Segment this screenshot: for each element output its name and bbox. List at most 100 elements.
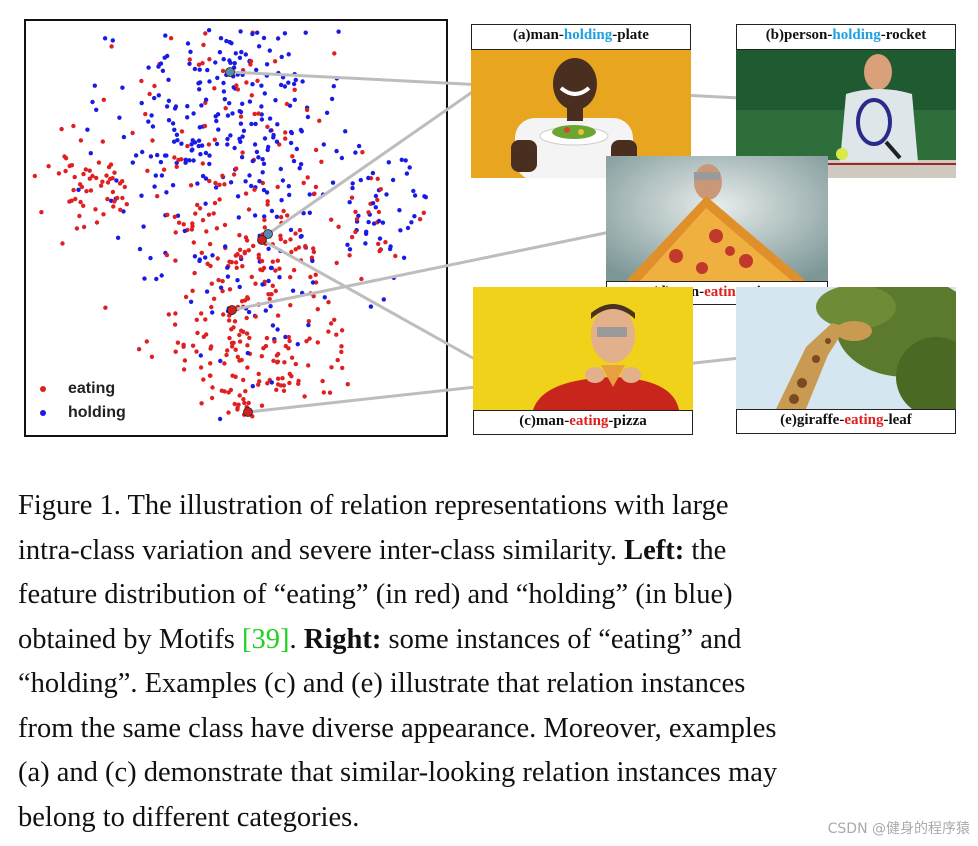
scatter-point	[207, 79, 212, 84]
scatter-point	[197, 125, 202, 130]
scatter-point	[240, 150, 245, 155]
scatter-point	[239, 357, 244, 363]
caption-line-6: from the same class have diverse appeara…	[18, 712, 777, 744]
scatter-point	[273, 268, 278, 273]
scatter-point	[204, 289, 210, 294]
scatter-point	[271, 132, 276, 138]
scatter-point	[336, 29, 341, 34]
scatter-point	[206, 212, 212, 217]
scatter-point	[155, 194, 160, 199]
caption-e-subject: giraffe	[796, 412, 840, 428]
scatter-point	[63, 156, 69, 161]
scatter-point	[251, 243, 256, 249]
scatter-point	[301, 180, 306, 186]
scatter-point	[235, 304, 241, 310]
scatter-point	[317, 118, 322, 124]
scatter-point	[327, 390, 333, 395]
scatter-point	[240, 134, 245, 139]
scatter-point	[200, 161, 205, 166]
caption-line-2: intra-class variation and severe inter-c…	[18, 529, 968, 574]
scatter-point	[201, 377, 206, 382]
scatter-point	[340, 365, 345, 371]
scatter-point	[225, 265, 230, 270]
scatter-point	[224, 72, 229, 78]
scatter-point	[246, 400, 251, 406]
scatter-point	[227, 335, 232, 341]
scatter-point	[201, 42, 206, 48]
scatter-point	[182, 228, 187, 234]
caption-a-prefix: (a)	[513, 27, 531, 43]
photo-e	[736, 287, 956, 409]
scatter-point	[32, 173, 37, 179]
scatter-point	[262, 91, 267, 96]
scatter-point	[292, 97, 297, 103]
scatter-point	[313, 272, 318, 277]
scatter-point	[164, 252, 170, 258]
scatter-point	[74, 226, 80, 231]
scatter-point	[196, 62, 202, 67]
scatter-point	[59, 126, 64, 132]
scatter-point	[172, 155, 177, 160]
scatter-point	[307, 210, 312, 215]
caption-after-citation: .	[289, 623, 304, 655]
scatter-point	[136, 347, 142, 352]
scatter-point	[209, 304, 214, 310]
scatter-point	[146, 65, 151, 70]
scatter-point	[262, 136, 268, 141]
scatter-point	[181, 222, 186, 227]
scatter-point	[280, 75, 286, 80]
scatter-point	[170, 121, 176, 126]
scatter-point	[288, 303, 293, 308]
scatter-point	[322, 295, 327, 300]
scatter-point	[232, 319, 238, 324]
scatter-point	[293, 231, 298, 236]
scatter-point	[227, 101, 232, 106]
scatter-point	[250, 82, 255, 87]
scatter-point	[275, 360, 280, 365]
scatter-point	[87, 168, 92, 173]
scatter-point	[350, 181, 355, 186]
scatter-point	[332, 317, 337, 322]
scatter-point	[262, 217, 267, 223]
scatter-point	[90, 173, 95, 179]
scatter-point	[329, 365, 334, 370]
citation-link[interactable]: [39]	[242, 623, 290, 655]
scatter-point	[387, 246, 393, 252]
scatter-point	[336, 224, 341, 229]
scatter-point	[185, 115, 190, 120]
scatter-point	[204, 229, 209, 234]
scatter-point	[181, 342, 186, 347]
man-eating-large-pizza-image	[606, 156, 828, 281]
scatter-point	[237, 393, 242, 398]
scatter-point	[81, 171, 86, 177]
scatter-point	[268, 304, 273, 309]
scatter-point	[421, 210, 426, 215]
photo-c	[473, 287, 693, 410]
scatter-point	[289, 374, 294, 379]
scatter-point	[207, 241, 213, 247]
scatter-point	[117, 115, 122, 120]
scatter-point	[175, 138, 180, 143]
scatter-point	[190, 343, 196, 348]
legend-eating-label: eating	[68, 380, 116, 397]
scatter-point	[215, 256, 220, 261]
scatter-point	[267, 116, 273, 121]
scatter-point	[254, 149, 260, 155]
scatter-point	[407, 165, 412, 170]
scatter-point	[232, 145, 237, 151]
scatter-point	[205, 67, 210, 73]
scatter-point	[140, 149, 145, 155]
scatter-point	[260, 268, 265, 273]
scatter-point	[270, 323, 276, 328]
scatter-point	[411, 188, 416, 194]
scatter-point	[306, 322, 311, 328]
scatter-point	[275, 327, 280, 332]
scatter-point	[94, 107, 99, 113]
scatter-point	[243, 191, 249, 196]
scatter-point	[412, 193, 418, 198]
scatter-point	[347, 200, 352, 205]
tsne-scatter-plot: eating holding	[24, 19, 448, 437]
scatter-point	[293, 361, 298, 367]
scatter-point	[241, 304, 246, 309]
scatter-point	[183, 294, 189, 300]
